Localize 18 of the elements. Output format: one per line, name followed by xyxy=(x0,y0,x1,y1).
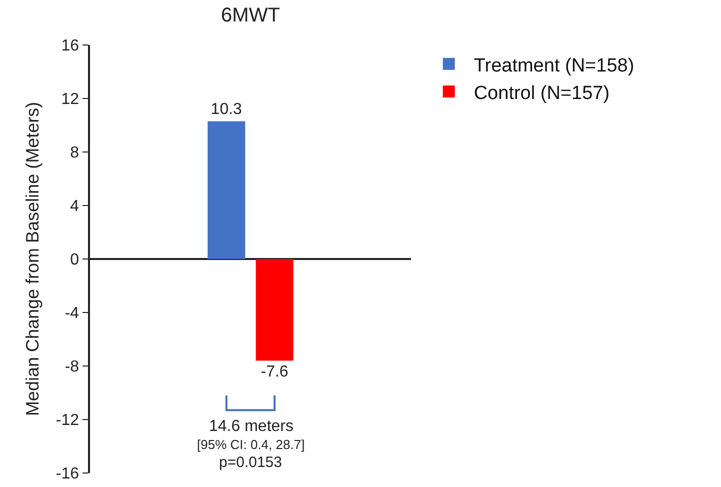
data-label: 10.3 xyxy=(210,101,242,118)
y-tick-label: -16 xyxy=(56,466,80,483)
annotation: [95% CI: 0.4, 28.7] xyxy=(197,437,305,452)
y-tick-label: 0 xyxy=(70,252,80,269)
legend-label: Control (N=157) xyxy=(474,82,610,104)
y-tick-label: 8 xyxy=(70,144,80,162)
y-tick-label: -12 xyxy=(56,412,80,430)
legend-label: Treatment (N=158) xyxy=(474,55,634,76)
y-tick-label: -4 xyxy=(64,305,80,322)
y-tick-label: 4 xyxy=(70,198,80,216)
y-axis-title: Median Change from Baseline (Meters) xyxy=(22,102,43,416)
annotation: p=0.0153 xyxy=(219,454,282,471)
y-tick-label: 12 xyxy=(61,91,80,108)
annotation: 14.6 meters xyxy=(209,418,294,435)
y-tick-label: -8 xyxy=(64,358,80,376)
y-tick-label: 16 xyxy=(61,38,80,55)
chart-title: 6MWT xyxy=(221,4,280,26)
data-label: -7.6 xyxy=(260,364,288,381)
